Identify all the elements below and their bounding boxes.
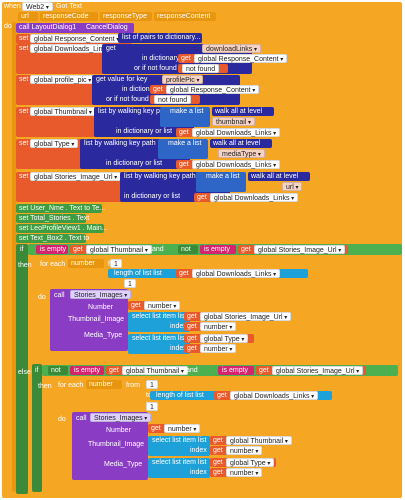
for-each-1[interactable] xyxy=(36,258,44,356)
param-url[interactable]: url xyxy=(18,12,38,21)
stories-images-call-1[interactable]: call Stories_Images Number Thumbnail_Ima… xyxy=(50,289,132,351)
do-label-1: do xyxy=(38,294,46,301)
select-list-item-1[interactable]: select list item list index xyxy=(128,312,190,332)
select-list-item-4[interactable]: select list item list index xyxy=(148,458,210,478)
web2-component-dropdown[interactable]: Web2 xyxy=(22,2,53,11)
walk-all-3[interactable]: walk all at level xyxy=(248,172,310,181)
set-text-box2-text[interactable]: set Text_Box2 . Text to xyxy=(16,234,89,243)
set-thumbnail[interactable]: set global Thumbnail to xyxy=(16,107,106,137)
is-empty-4[interactable]: is empty xyxy=(218,366,254,375)
event-name: Got Text xyxy=(56,3,82,10)
then-label-2: then xyxy=(38,383,52,390)
do-label-2: do xyxy=(58,416,66,423)
if-label-2: if xyxy=(35,367,39,374)
from-one-2[interactable]: 1 xyxy=(146,380,158,389)
make-list-1[interactable]: make a list xyxy=(160,107,210,127)
get-type-2[interactable]: get global Type xyxy=(210,458,276,467)
get-response-content-2[interactable]: get global Response_Content xyxy=(150,85,260,94)
get-downloads-links-3[interactable]: get global Downloads_Links xyxy=(194,193,299,202)
walk-all-1[interactable]: walk all at level xyxy=(212,107,274,116)
get-response-content-1[interactable]: get global Response_Content xyxy=(178,54,288,63)
get-downloads-links-5[interactable]: get global Downloads_Links xyxy=(214,391,319,400)
get-stories-image-url-3[interactable]: get global Stories_Image_Url xyxy=(256,366,366,375)
set-leo-profile-view[interactable]: set LeoProfileView1 . Main... xyxy=(16,224,108,233)
set-type[interactable]: set global Type to xyxy=(16,139,90,169)
set-downloads-links[interactable]: set global Downloads_Links to xyxy=(16,44,119,74)
get-number-5[interactable]: get number xyxy=(210,446,263,455)
list-of-pairs-block[interactable]: list of pairs to dictionary... xyxy=(118,33,202,43)
get-thumbnail-2[interactable]: get global Thumbnail xyxy=(106,366,188,375)
get-number-6[interactable]: get number xyxy=(210,468,263,477)
not-found-2[interactable]: not found xyxy=(150,95,200,104)
get-number-4[interactable]: get number xyxy=(148,424,201,433)
get-downloads-links-1[interactable]: get global Downloads_Links xyxy=(176,128,281,137)
for-each-2[interactable] xyxy=(54,379,62,483)
make-list-2[interactable]: make a list xyxy=(158,139,208,159)
not-1[interactable]: not xyxy=(178,245,198,254)
get-downloads-links-2[interactable]: get global Downloads_Links xyxy=(176,160,281,169)
url-string[interactable]: url xyxy=(282,182,303,191)
is-empty-1[interactable]: is empty xyxy=(36,245,68,254)
when-label: when xyxy=(4,3,21,10)
get-number-2[interactable]: get number xyxy=(184,322,237,331)
param-response-type[interactable]: responseType xyxy=(100,12,152,21)
stories-images-call-2[interactable]: call Stories_Images Number Thumbnail_Ima… xyxy=(72,412,152,480)
set-profile-pic[interactable]: set global profile_pic to xyxy=(16,75,106,105)
set-stories-image-url[interactable]: set global Stories_Image_Url to xyxy=(16,172,134,202)
set-user-name-text[interactable]: set User_Nme . Text to Te... xyxy=(16,204,105,213)
walk-all-2[interactable]: walk all at level xyxy=(210,139,272,148)
then-label-1: then xyxy=(18,262,32,269)
get-stories-image-url-2[interactable]: get global Stories_Image_Url xyxy=(184,312,292,321)
make-list-3[interactable]: make a list xyxy=(196,172,246,192)
for-each-2-header[interactable]: for each number from to by xyxy=(54,379,162,409)
set-total-stories-text[interactable]: set Total_Stories . Text xyxy=(16,214,89,223)
thumbnail-string[interactable]: thumbnail xyxy=(212,117,256,126)
get-downloads-links-4[interactable]: get global Downloads_Links xyxy=(176,269,281,278)
select-list-item-3[interactable]: select list item list index xyxy=(148,436,210,456)
if-label: if xyxy=(20,246,24,253)
by-one-1[interactable]: 1 xyxy=(124,279,136,288)
layout-dialog-call[interactable]: call LayoutDialog1 CancelDialog xyxy=(16,23,134,33)
from-one-1[interactable]: 1 xyxy=(110,259,122,268)
get-number-3[interactable]: get number xyxy=(184,344,237,353)
select-list-item-2[interactable]: select list item list index xyxy=(128,334,190,354)
is-empty-2[interactable]: is empty xyxy=(200,245,236,254)
param-response-content[interactable]: responseContent xyxy=(154,12,216,21)
else-if-block[interactable] xyxy=(32,364,42,492)
else-label: else xyxy=(18,369,31,376)
if-block[interactable] xyxy=(16,244,28,494)
not-found-1[interactable]: urlnot found xyxy=(178,64,228,73)
get-stories-image-url-1[interactable]: get global Stories_Image_Url xyxy=(238,245,348,254)
param-response-code[interactable]: responseCode xyxy=(40,12,98,21)
is-empty-3[interactable]: is empty xyxy=(70,366,104,375)
not-2[interactable]: not xyxy=(48,366,68,375)
get-thumbnail-1[interactable]: get global Thumbnail xyxy=(70,245,152,254)
get-type-1[interactable]: get global Type xyxy=(184,334,254,343)
media-type-string[interactable]: mediaType xyxy=(218,149,265,158)
by-one-2[interactable]: 1 xyxy=(146,402,158,411)
get-thumbnail-3[interactable]: get global Thumbnail xyxy=(210,436,292,445)
statement-column xyxy=(12,22,16,492)
get-number-1[interactable]: get number xyxy=(128,301,181,310)
do-label: do xyxy=(4,23,12,30)
set-response-content[interactable]: set global Response_Content to xyxy=(16,34,132,44)
